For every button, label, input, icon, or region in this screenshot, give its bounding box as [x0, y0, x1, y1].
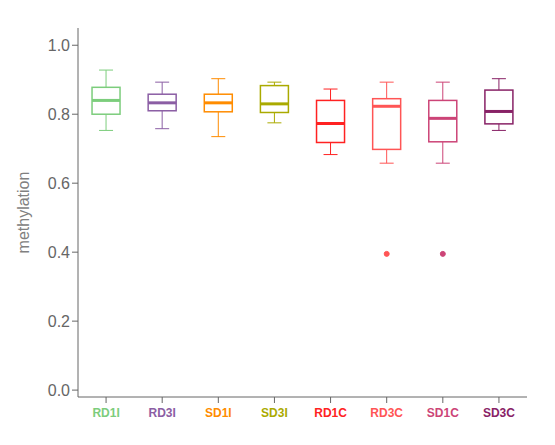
svg-text:RD1I: RD1I: [92, 406, 119, 420]
svg-text:SD1C: SD1C: [427, 406, 459, 420]
svg-text:SD3I: SD3I: [261, 406, 288, 420]
svg-text:SD3C: SD3C: [483, 406, 515, 420]
svg-text:RD3C: RD3C: [370, 406, 403, 420]
svg-text:RD1C: RD1C: [314, 406, 347, 420]
svg-text:methylation: methylation: [15, 172, 32, 254]
svg-text:0.2: 0.2: [48, 313, 70, 330]
svg-text:1.0: 1.0: [48, 37, 70, 54]
svg-text:0.0: 0.0: [48, 382, 70, 399]
svg-text:0.6: 0.6: [48, 175, 70, 192]
svg-text:0.4: 0.4: [48, 244, 70, 261]
svg-text:RD3I: RD3I: [149, 406, 176, 420]
svg-text:0.8: 0.8: [48, 106, 70, 123]
svg-text:SD1I: SD1I: [205, 406, 232, 420]
